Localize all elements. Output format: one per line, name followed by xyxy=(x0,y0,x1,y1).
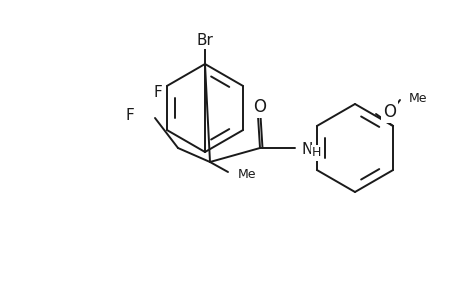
Text: O: O xyxy=(253,98,266,116)
Text: O: O xyxy=(382,103,395,121)
Text: Me: Me xyxy=(237,167,256,181)
Text: H: H xyxy=(311,146,321,160)
Text: Br: Br xyxy=(196,32,213,47)
Text: F: F xyxy=(125,107,134,122)
Text: F: F xyxy=(153,85,162,100)
Text: N: N xyxy=(302,142,313,158)
Text: Me: Me xyxy=(408,92,426,104)
